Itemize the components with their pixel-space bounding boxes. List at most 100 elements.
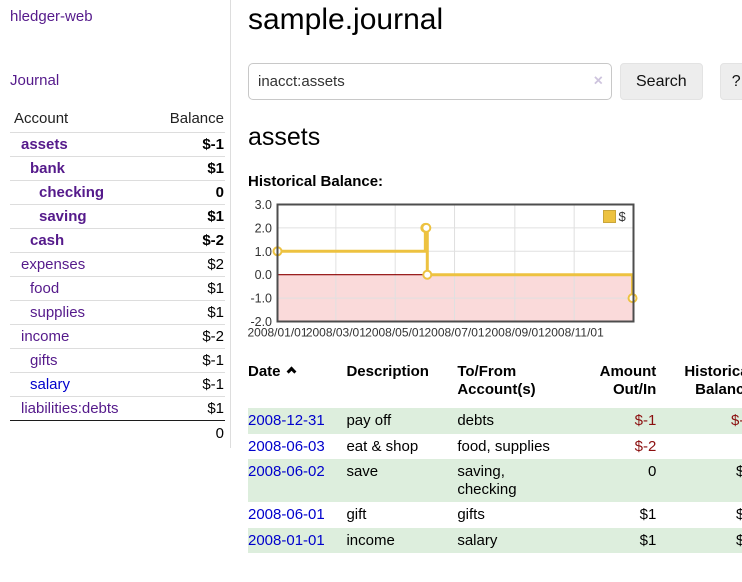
account-row: checking 0 (10, 180, 225, 205)
account-balance: $-2 (149, 324, 225, 349)
register-amount: 0 (647, 463, 657, 480)
account-link[interactable]: saving (39, 208, 87, 225)
account-row: assets $-1 (10, 132, 225, 157)
register-account: checking (457, 480, 517, 498)
register-row: 2008-06-02 save saving, checking 0 $2 (248, 459, 742, 502)
app-title-link[interactable]: hledger-web (10, 8, 93, 25)
register-description: pay off (346, 412, 392, 429)
page-title: sample.journal (248, 3, 444, 36)
register-date-link[interactable]: 2008-12-31 (248, 412, 325, 429)
account-balance: $-2 (149, 228, 225, 253)
account-link[interactable]: expenses (21, 256, 86, 273)
register-date-link[interactable]: 2008-06-01 (248, 506, 325, 523)
x-axis-label: 2008/01/01 (247, 326, 307, 340)
chart-point-marker (421, 222, 432, 233)
account-row: food $1 (10, 276, 225, 301)
register-accounts: gifts (457, 502, 569, 528)
x-axis-label: 2008/07/01 (424, 326, 484, 340)
account-balance: $2 (149, 252, 225, 277)
register-amount: $-1 (634, 412, 657, 429)
account-balance: $1 (149, 204, 225, 229)
register-account: gifts (457, 506, 485, 523)
account-link[interactable]: food (30, 280, 60, 297)
search-button[interactable]: Search (620, 63, 703, 100)
register-accounts: debts (457, 408, 569, 434)
account-link[interactable]: supplies (30, 304, 86, 321)
account-row: supplies $1 (10, 300, 225, 325)
register-amount: $1 (639, 506, 657, 523)
help-button[interactable]: ? (719, 63, 742, 100)
account-balance: $-1 (149, 372, 225, 397)
historical-balance-chart[interactable]: $3.0 2.0 1.0 0.0 -1.0 -2.0 2008/01/01 2008/03/0… (247, 198, 742, 343)
x-axis-label: 2008/11/01 (545, 326, 604, 340)
sidebar: hledger-web Journal Account Balance asse… (0, 0, 231, 448)
account-link[interactable]: gifts (30, 352, 58, 369)
account-link[interactable]: liabilities:debts (21, 400, 119, 417)
register-row: 2008-01-01 income salary $1 $1 (248, 527, 742, 554)
register-balance: $-1 (731, 412, 742, 429)
register-date-link[interactable]: 2008-01-01 (248, 531, 325, 549)
accounts-total-row: 0 (10, 421, 225, 446)
account-link[interactable]: checking (39, 184, 105, 201)
search-form: × Search ? (248, 63, 742, 100)
register-amount: $1 (639, 531, 657, 549)
register-date-link[interactable]: 2008-06-03 (248, 437, 325, 455)
register-table: Date Description To/From Account(s) Amou… (248, 360, 742, 553)
register-account: saving (457, 463, 501, 480)
register-description: eat & shop (346, 437, 419, 455)
y-axis-label: 3.0 (255, 198, 272, 212)
register-accounts: saving, checking (457, 463, 517, 498)
y-axis-label: -2.0 (250, 315, 272, 329)
chart-legend-label: $ (619, 209, 627, 224)
y-axis-label: 2.0 (255, 221, 272, 235)
register-row: 2008-06-03 eat & shop food, supplies $-20 (248, 434, 742, 460)
x-axis-label: 2008/05/01 (365, 326, 425, 340)
account-balance: $1 (149, 276, 225, 301)
y-axis-label: -1.0 (250, 292, 272, 306)
account-link[interactable]: cash (30, 232, 65, 249)
search-input[interactable] (248, 63, 612, 100)
chart-legend-swatch (603, 210, 616, 223)
register-header-date-label: Date (248, 363, 281, 380)
account-link[interactable]: assets (21, 136, 68, 153)
account-row: income $-2 (10, 324, 225, 349)
register-date-link[interactable]: 2008-06-02 (248, 463, 325, 480)
accounts-table: Account Balance assets $-1 bank $1 checking 0… (10, 108, 225, 445)
chart-heading: Historical Balance: (248, 173, 384, 190)
account-link[interactable]: bank (30, 160, 66, 177)
register-balance: 0 (656, 434, 742, 460)
register-account: debts (457, 412, 495, 429)
chart-point-marker (422, 269, 433, 280)
register-header-date[interactable]: Date (248, 360, 346, 408)
register-description: gift (346, 506, 367, 523)
account-heading: assets (248, 123, 321, 151)
register-header-tofrom: To/From Account(s) (457, 363, 536, 398)
account-link[interactable]: income (21, 328, 70, 345)
x-axis-label: 2008/03/01 (306, 326, 366, 340)
account-link[interactable]: salary (30, 376, 71, 393)
chart-canvas[interactable]: $3.0 2.0 1.0 0.0 -1.0 -2.02008/01/012008/03/0… (247, 198, 668, 343)
chart-plot-border (276, 203, 635, 323)
account-row: expenses $2 (10, 252, 225, 277)
account-balance: 0 (149, 180, 225, 205)
register-account: food (457, 437, 487, 455)
account-row: liabilities:debts $1 (10, 396, 225, 421)
register-accounts: salary (457, 528, 569, 554)
account-row: salary $-1 (10, 372, 225, 397)
register-amount: $-2 (634, 437, 657, 455)
accounts-total-balance: 0 (215, 425, 224, 442)
account-balance: $1 (149, 300, 225, 325)
register-balance: $2 (736, 463, 742, 480)
accounts-header-balance: Balance (149, 108, 225, 133)
register-account: salary (457, 531, 498, 549)
account-row: cash $-2 (10, 228, 225, 253)
register-header-description: Description (346, 363, 429, 380)
sidebar-item-journal[interactable]: Journal (10, 72, 60, 89)
clear-search-icon[interactable]: × (593, 72, 603, 90)
register-table-body: 2008-12-31 pay off debts $-1 $-1 2008-06-03 ea… (248, 408, 742, 553)
accounts-header-account: Account (10, 108, 150, 133)
account-row: saving $1 (10, 204, 225, 229)
register-row: 2008-12-31 pay off debts $-1 $-1 (248, 408, 742, 434)
register-header-amount: Amount Out/In (599, 363, 657, 398)
register-account: supplies (494, 437, 550, 455)
